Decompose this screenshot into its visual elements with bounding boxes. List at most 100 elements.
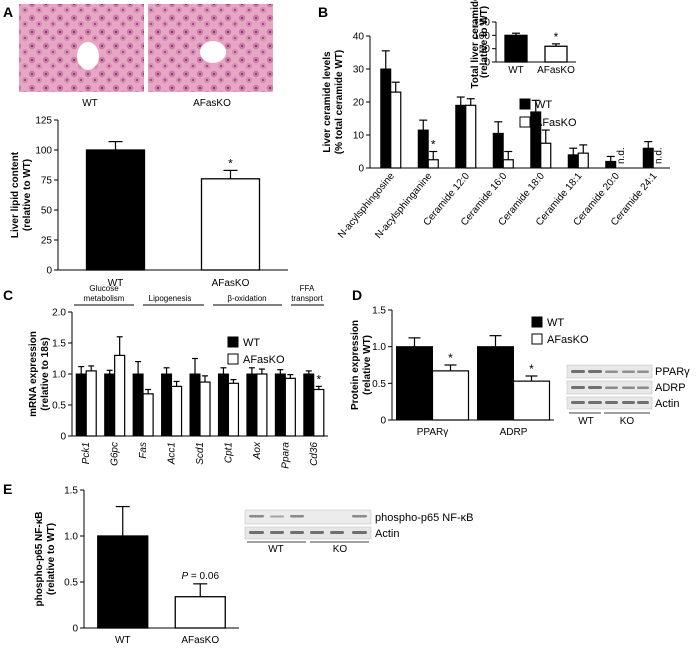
c-ytick-label: 0 [60,432,66,443]
b-inset-ytick-label: 150 [473,18,490,29]
e-category-label: WT [115,635,131,646]
c-category-label: Scd1 [195,442,206,465]
central-vein-wt [77,42,99,70]
b-inset-ytick-label: 50 [479,44,491,55]
c-legend-swatch-ko [227,353,239,365]
b-inset-ytick-label: 0 [484,58,490,69]
d-bar-wt-1 [477,346,514,421]
b-legend-label-wt: WT [535,99,552,111]
c-legend-label-wt: WT [243,337,260,349]
blot-label-actin: Actin [655,398,679,410]
c-category-label: Acc1 [167,442,178,465]
c-significance-star: * [316,372,321,386]
d-bar-ko-0 [431,370,470,421]
c-legend-swatch-wt [227,336,239,348]
blot-group-ko-e: KO [333,544,348,555]
blot-bands-d [571,370,649,404]
d-significance-star: * [529,362,534,376]
c-category-label: Fas [138,442,149,459]
c-category-label: Cpt1 [223,442,234,463]
e-category-label: AFasKO [181,635,219,646]
c-legend-label-ko: AFasKO [243,354,285,366]
b-legend-swatch-ko [519,116,531,128]
a-bar-1 [200,178,261,271]
c-y-axis-label: mRNA expression(relative to 18s) [28,331,51,417]
d-legend-swatch-ko [531,333,543,345]
d-bar-ko-1 [512,380,551,421]
b-not-detected-label: n.d. [616,147,627,164]
c-category-label: G6pc [110,442,121,466]
blot-strip-phospho-p65 [244,509,372,525]
b-bar-ko-1 [427,159,439,169]
c-ytick-label: 0.5 [52,401,66,412]
c-ytick-label: 2.0 [52,308,66,319]
b-inset-category-label: AFasKO [537,65,575,76]
blot-group-wt-e: WT [268,544,284,555]
b-bar-wt-1 [417,129,429,169]
b-bar-ko-0 [390,91,402,169]
d-legend-label-ko: AFasKO [547,334,589,346]
c-category-label: Pck1 [81,442,92,464]
c-bar-wt-3 [161,373,173,437]
c-category-label: Aox [252,441,263,460]
e-y-axis-label: phospho-p65 NF-κB(relative to WT) [34,511,57,606]
b-bar-wt-3 [492,132,504,169]
b-bar-ko-5 [577,152,589,169]
group-label-glucose-2: metabolism [84,294,125,303]
d-legend-swatch-wt [531,316,543,328]
c-bar-ko-7 [284,377,296,437]
b-bar-ko-3 [502,159,514,169]
d-legend-label-wt: WT [547,317,564,329]
chart-b-ceramide: 0 10 20 30 40 Liver ceramide levels(% total c… [322,32,670,241]
e-bar-1 [174,596,226,629]
c-bar-ko-1 [114,354,126,437]
c-bar-wt-6 [246,373,258,437]
a-ytick-label: 0 [46,266,52,277]
a-bar-0 [85,149,146,271]
group-label-glucose-1: Glucose [89,284,119,293]
a-ytick-label: 25 [41,236,53,247]
group-label-beta-oxidation: β-oxidation [227,294,266,303]
c-bar-wt-4 [189,373,201,437]
c-bar-wt-5 [217,373,229,437]
d-ytick-label: 0.5 [372,379,386,390]
b-inset-bar-1 [544,45,568,63]
c-category-label: Ppara [280,442,291,469]
blot-group-ko: KO [620,416,635,427]
b-inset-category-label: WT [508,65,524,76]
b-not-detected-label: n.d. [653,147,664,164]
b-ytick-label: 10 [353,131,365,142]
b-significance-star: * [431,138,436,152]
b-inset-y-axis-label: Total liver ceramide(relative to WT) [470,0,490,89]
a-y-axis-label: Liver lipid content(relative to WT) [10,151,33,238]
panel-letter-c: C [3,287,13,303]
b-legend-label-ko: AFasKO [535,117,577,129]
c-bar-ko-2 [142,393,154,437]
c-bar-wt-8 [303,373,315,437]
c-bar-wt-2 [132,373,144,437]
b-ytick-label: 40 [353,32,365,43]
blot-label-phospho-p65: phospho-p65 NF-κB [375,512,473,524]
b-ytick-label: 30 [353,65,365,76]
c-bar-ko-0 [85,370,97,437]
chart-c-mrna: 0 0.5 1.0 1.5 2.0 mRNA expression(relative to… [28,308,328,469]
c-bar-ko-3 [170,385,183,437]
panel-letter-a: A [3,4,13,20]
blot-strip-actin-e [244,526,372,540]
chart-a-liver-lipid: 0 25 50 75 100 125 Liver lipid content(relativ… [10,116,288,289]
a-ytick-label: 50 [41,206,53,217]
d-category-label: ADRP [500,427,528,438]
d-ytick-label: 1.0 [372,342,386,353]
b-inset-significance-star: * [554,30,559,44]
panel-letter-d: D [352,287,362,303]
a-significance-star: * [228,156,233,170]
b-bar-wt-0 [380,68,392,169]
e-ytick-label: 1.5 [64,486,78,497]
western-blot-d: PPARγ ADRP Actin WT KO [566,364,690,427]
b-bar-wt-2 [455,104,467,169]
c-bar-wt-0 [75,373,87,437]
a-category-label: WT [108,278,124,289]
c-bar-ko-6 [256,373,268,437]
